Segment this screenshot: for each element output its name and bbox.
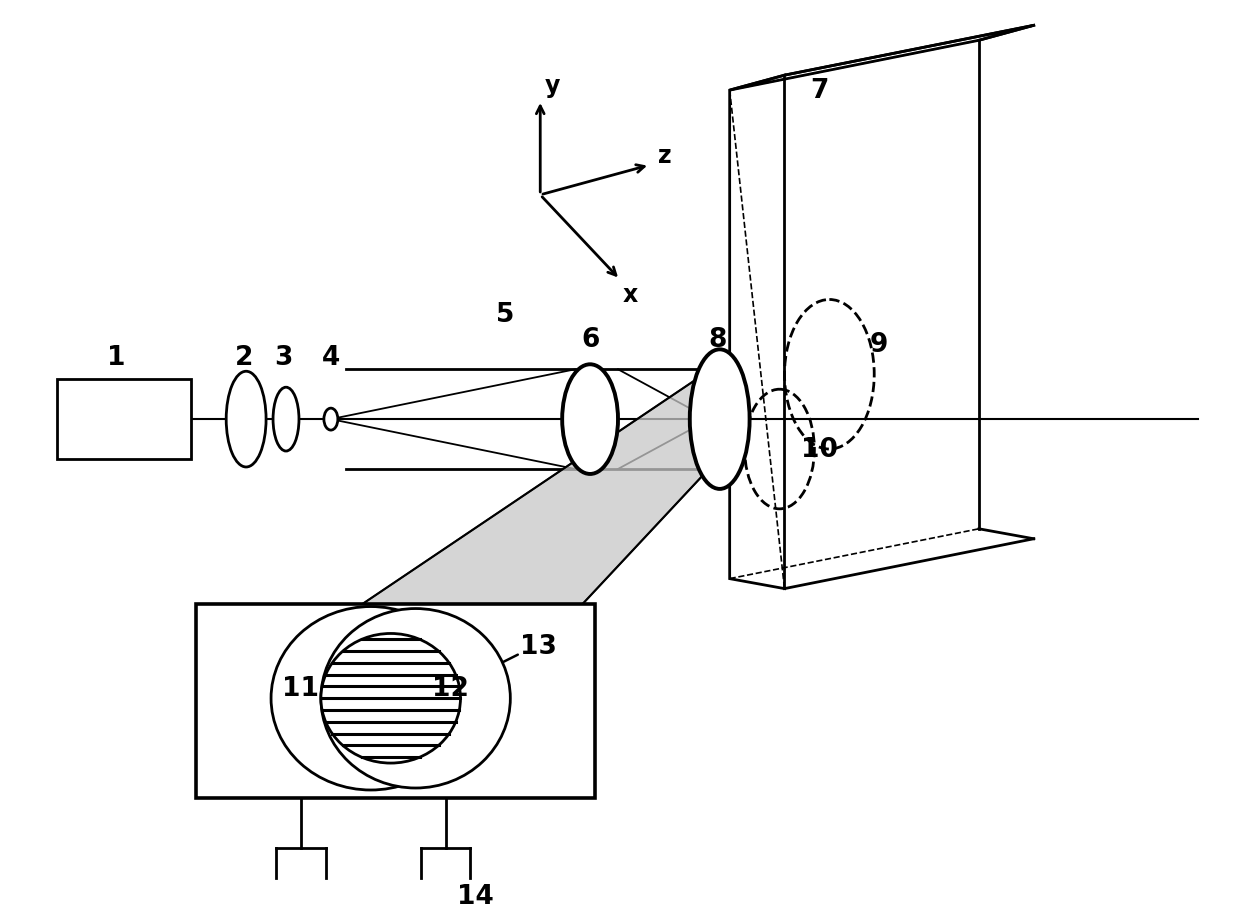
Text: 2: 2 (235, 345, 253, 371)
Ellipse shape (321, 609, 510, 789)
Ellipse shape (227, 372, 266, 468)
Text: 14: 14 (457, 883, 494, 909)
Text: 12: 12 (432, 675, 468, 701)
Text: 10: 10 (800, 437, 838, 462)
Text: 1: 1 (108, 345, 126, 371)
Ellipse shape (690, 350, 750, 490)
Ellipse shape (563, 365, 618, 474)
Text: y: y (544, 74, 560, 98)
Text: 9: 9 (870, 332, 888, 358)
Text: 5: 5 (496, 302, 514, 328)
Text: z: z (658, 143, 672, 168)
Text: 7: 7 (810, 78, 829, 104)
Ellipse shape (271, 607, 471, 790)
Text: 8: 8 (709, 327, 727, 353)
Ellipse shape (321, 634, 461, 764)
Bar (196, 604, 595, 798)
Text: 13: 13 (520, 634, 556, 660)
Text: 11: 11 (282, 675, 320, 701)
Ellipse shape (323, 409, 338, 431)
Text: 6: 6 (581, 327, 600, 353)
Text: 3: 3 (274, 345, 292, 371)
Bar (57, 380, 191, 460)
Text: x: x (622, 283, 638, 307)
Text: 4: 4 (322, 345, 339, 371)
Polygon shape (341, 371, 710, 713)
Ellipse shape (273, 388, 299, 451)
